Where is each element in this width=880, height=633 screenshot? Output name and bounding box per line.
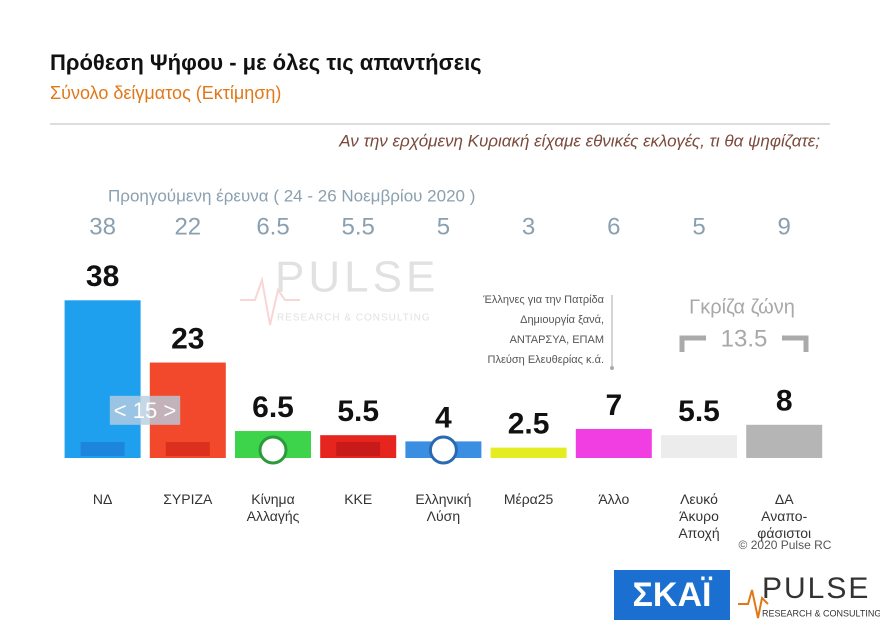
copyright: © 2020 Pulse RC	[739, 538, 832, 552]
watermark-text: PULSE	[275, 253, 439, 302]
bar	[575, 428, 652, 458]
x-tick-label: ΝΔ	[93, 491, 112, 507]
lead-annotation-box	[109, 395, 181, 425]
value-label: 23	[171, 322, 204, 355]
previous-value: 5	[692, 213, 705, 240]
bar	[490, 447, 567, 458]
party-logo	[165, 442, 210, 456]
previous-value: 6.5	[256, 213, 289, 240]
value-label: 6.5	[252, 391, 294, 424]
chart-title: Πρόθεση Ψήφου - με όλες τις απαντήσεις	[50, 50, 482, 75]
other-note-line: ΑΝΤΑΡΣΥΑ, ΕΠΑΜ	[510, 334, 604, 346]
value-label: 8	[776, 385, 793, 418]
grey-zone: Γκρίζα ζώνη 13.5	[679, 296, 809, 352]
previous-value: 5.5	[342, 213, 375, 240]
grey-zone-value: 13.5	[721, 325, 768, 352]
value-label: 5.5	[678, 395, 720, 428]
value-label: 38	[86, 260, 119, 293]
other-note-line: Πλεύση Ελευθερίας κ.ά.	[488, 354, 605, 366]
grey-zone-bracket	[679, 335, 809, 352]
x-tick-label: ΔΑ Αναπο-φάσιστοι	[757, 491, 811, 541]
x-tick-label: Μέρα25	[504, 491, 554, 507]
party-logo	[80, 442, 125, 456]
value-label: 2.5	[508, 408, 550, 441]
x-tick-label: ΣΥΡΙΖΑ	[163, 491, 213, 507]
x-tick-label: Λευκό Άκυρο Αποχή	[678, 491, 719, 541]
previous-value: 3	[522, 213, 535, 240]
party-logo	[336, 442, 381, 456]
grey-zone-title: Γκρίζα ζώνη	[689, 296, 795, 318]
party-logo	[258, 435, 288, 465]
chart-subtitle: Σύνολο δείγματος (Εκτίμηση)	[50, 83, 281, 103]
previous-value: 9	[778, 213, 791, 240]
bar	[64, 300, 141, 458]
x-tick-label: Ελληνική Λύση	[415, 491, 471, 524]
question: Αν την ερχόμενη Κυριακή είχαμε εθνικές ε…	[338, 131, 820, 150]
bar	[661, 435, 737, 458]
pollster-sub: RESEARCH & CONSULTING	[762, 608, 880, 618]
other-note	[610, 295, 614, 370]
value-label: 5.5	[337, 395, 379, 428]
previous-value: 38	[89, 213, 116, 240]
lead-annotation: < 15 >	[114, 398, 176, 423]
x-tick-label: ΚΚΕ	[344, 491, 372, 507]
previous-value: 6	[607, 213, 620, 240]
value-label: 4	[435, 401, 452, 434]
pollster-name: PULSE	[762, 572, 870, 605]
watermark: PULSE RESEARCH & CONSULTING	[240, 253, 439, 326]
previous-value: 5	[437, 213, 450, 240]
previous-label: Προηγούμενη έρευνα ( 24 - 26 Νοεμβρίου 2…	[108, 186, 475, 205]
channel-logo	[614, 570, 730, 620]
watermark-pulse	[240, 276, 300, 326]
previous-value: 22	[174, 213, 201, 240]
other-note-line: Δημιουργία ξανά,	[520, 314, 604, 326]
x-tick-label: Άλλο	[598, 491, 629, 507]
x-tick-label: Κίνημα Αλλαγής	[247, 491, 300, 524]
pollster-pulse	[738, 589, 769, 619]
note-dot	[610, 366, 614, 370]
channel-name: ΣΚΑΪ	[633, 576, 714, 614]
watermark-sub: RESEARCH & CONSULTING	[277, 313, 431, 324]
other-note-line: Έλληνες για την Πατρίδα	[482, 294, 604, 306]
value-label: 7	[605, 389, 622, 422]
bar	[746, 424, 823, 458]
party-logo	[428, 435, 458, 465]
